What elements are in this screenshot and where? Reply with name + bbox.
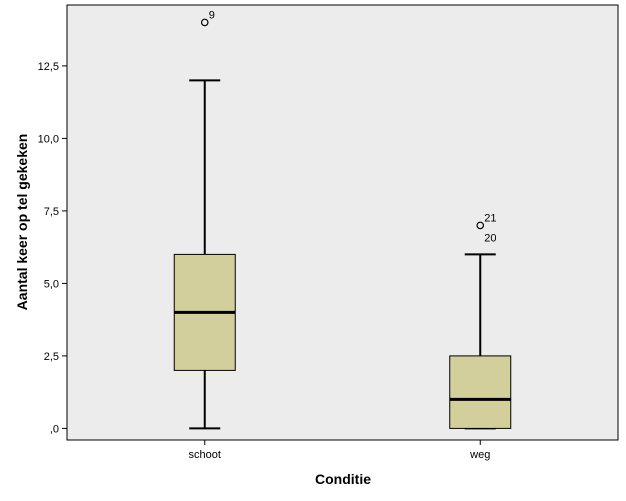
outlier-label: 20 [484, 232, 496, 244]
y-tick-label: ,0 [50, 423, 59, 435]
y-tick-label: 10,0 [38, 133, 59, 145]
x-axis-title: Conditie [315, 471, 371, 487]
outlier-label: 21 [484, 212, 496, 224]
box-group-weg: 21 20 [449, 212, 512, 430]
x-tick-label: schoot [189, 449, 221, 461]
plot-area [66, 4, 619, 441]
boxes: 9 21 20 [173, 9, 512, 430]
y-tick-label: 12,5 [38, 61, 59, 73]
outlier-label: 9 [209, 9, 215, 21]
box-group-schoot: 9 [173, 9, 236, 430]
outlier-point [200, 18, 209, 27]
iqr-box [449, 355, 512, 429]
x-axis: schoot weg [189, 440, 490, 461]
outlier-point [476, 221, 485, 230]
y-tick-label: 2,5 [44, 351, 59, 363]
y-tick-label: 5,0 [44, 278, 59, 290]
y-axis: ,0 2,5 5,0 7,5 10,0 12,5 [38, 61, 67, 435]
x-tick-label: weg [469, 449, 490, 461]
y-axis-title: Aantal keer op tel gekeken [14, 134, 30, 311]
y-tick-label: 7,5 [44, 206, 59, 218]
